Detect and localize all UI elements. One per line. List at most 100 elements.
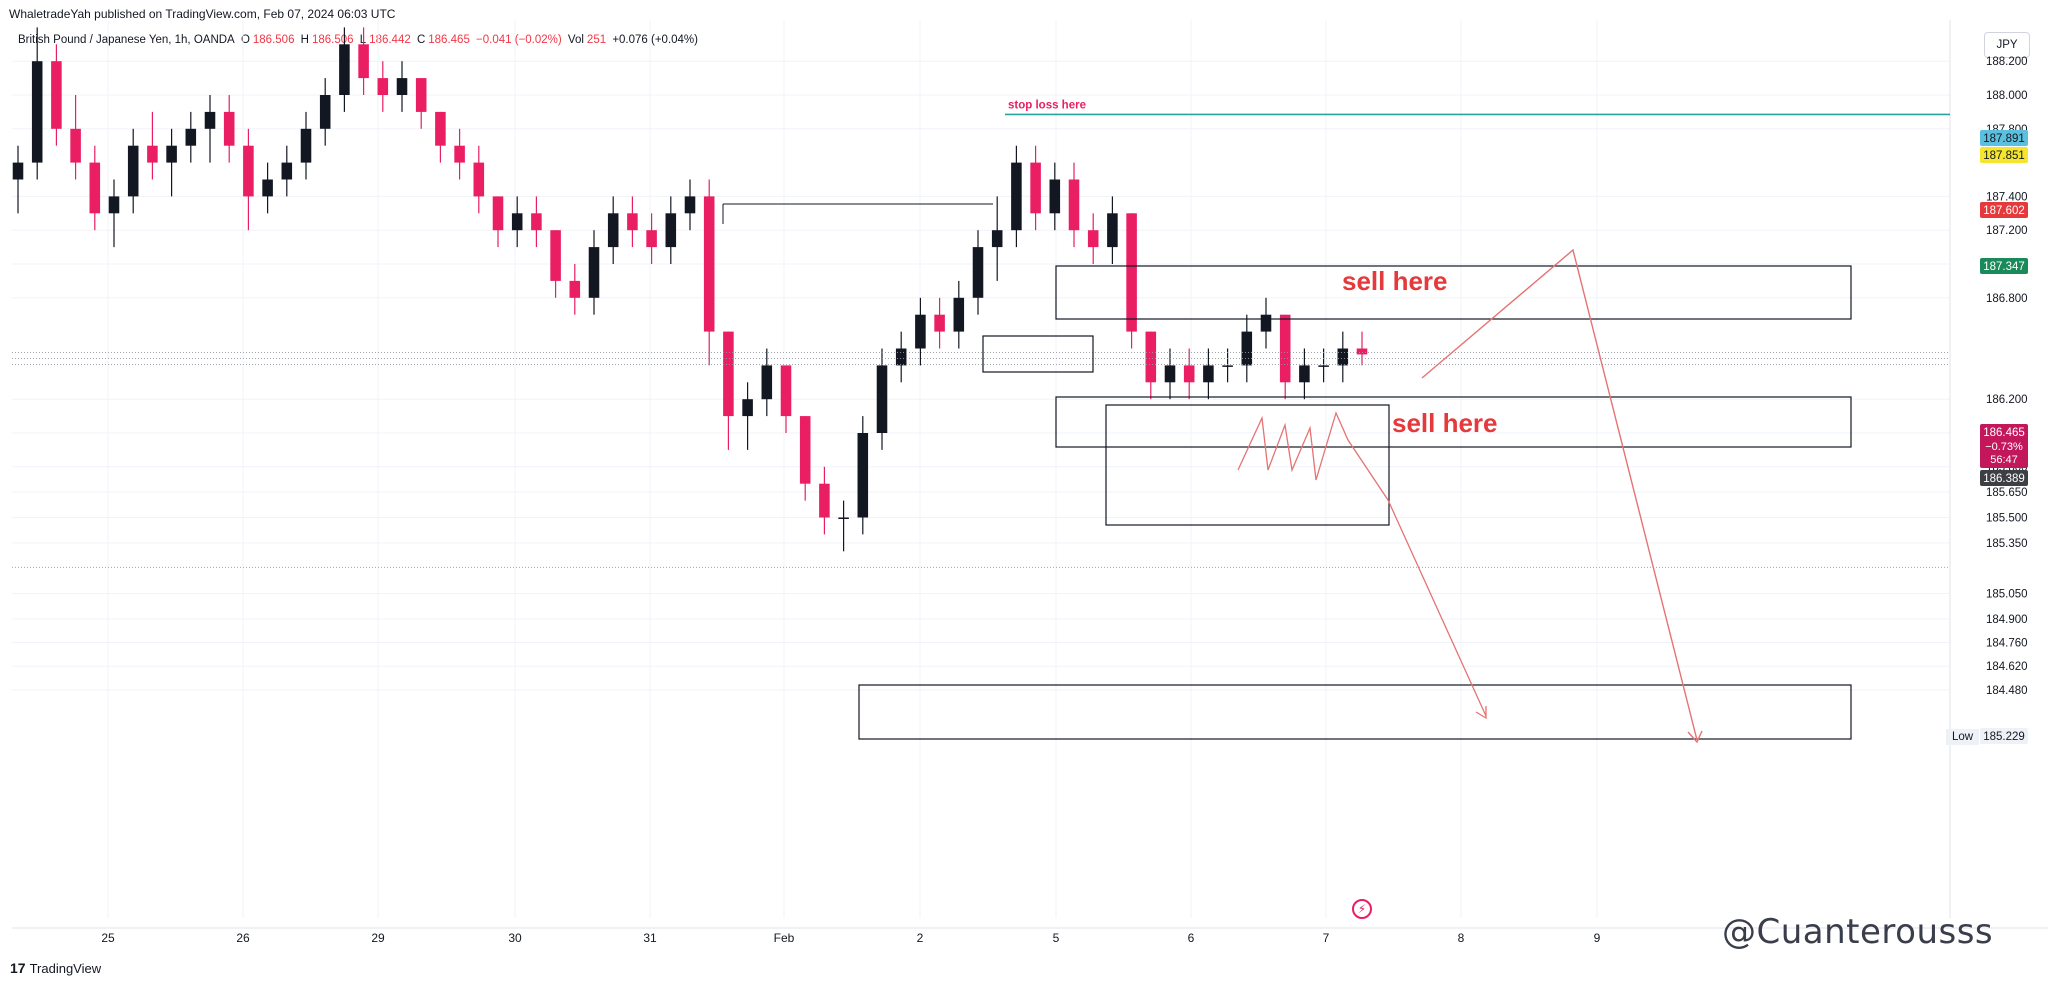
candle-body (684, 196, 696, 214)
price-tick-label: 184.760 (1986, 638, 2028, 650)
volume-value: 251 (586, 34, 607, 46)
watermark: @Cuanterousss (1722, 912, 1993, 952)
candle-body (1126, 213, 1137, 332)
price-tag (1980, 424, 2028, 468)
candle-body (1030, 162, 1041, 214)
volume-label: Vol (567, 34, 584, 46)
candle-body (319, 95, 331, 129)
candle-body (1260, 314, 1272, 332)
low-value: 186.442 (369, 34, 411, 46)
publisher-line: WhaletradeYah published on TradingView.c… (9, 7, 396, 21)
date-tick-label: 7 (1323, 931, 1330, 945)
candle-body (1299, 365, 1310, 383)
candle-body (607, 213, 619, 248)
currency-selector[interactable]: JPY (1984, 32, 2030, 58)
candle-body (1222, 365, 1233, 367)
candle-body (454, 145, 465, 163)
price-tick-label: 185.650 (1986, 487, 2028, 499)
candle-body (12, 162, 24, 180)
candle-body (972, 247, 984, 298)
candle-body (991, 230, 1003, 248)
candle-body (569, 280, 581, 298)
low-tag: Low (1946, 729, 1980, 745)
projection-path-long (1421, 248, 1698, 741)
tradingview-icon: 17 (10, 960, 26, 976)
price-tick-label: 187.200 (1986, 225, 2028, 237)
symbol-name[interactable]: British Pound / Japanese Yen, 1h, OANDA (18, 34, 235, 46)
price-tick-label: 185.050 (1986, 589, 2028, 601)
close-value: 186.465 (428, 34, 470, 46)
date-tick-label: 25 (101, 931, 115, 945)
candle-body (646, 230, 657, 248)
candle-body (799, 416, 811, 484)
candle-body (934, 314, 945, 332)
price-tick-label: 188.000 (1986, 90, 2028, 102)
candle-body (1145, 331, 1157, 383)
extra-change-value: +0.076 (+0.04%) (612, 34, 698, 46)
candle-body (1241, 331, 1253, 366)
candle-body (435, 111, 446, 146)
lightning-icon[interactable]: ⚡ (1352, 899, 1372, 919)
candle-body (1318, 365, 1329, 367)
candle-body (223, 111, 235, 146)
candle-body (1337, 348, 1349, 366)
close-label: C (416, 34, 426, 46)
candle-body (377, 78, 389, 95)
candle-body (703, 196, 715, 332)
candle-body (1011, 162, 1022, 231)
candle-body (761, 365, 773, 400)
low-label: L (359, 34, 367, 46)
price-tick-label: 185.350 (1986, 538, 2028, 550)
candle-body (531, 213, 542, 231)
retest-box (982, 335, 1094, 373)
candle-body (742, 399, 753, 417)
candle-body (204, 111, 216, 129)
consolidation-box (1105, 404, 1390, 526)
target-zone (858, 684, 1852, 740)
price-tick-label: 184.620 (1986, 661, 2028, 673)
price-tag-value: 187.602 (1983, 205, 2025, 217)
candle-body (339, 44, 350, 95)
candle-body (550, 230, 561, 281)
candle-body (1087, 230, 1099, 248)
candle-body (588, 247, 600, 298)
price-tick-label: 184.900 (1986, 614, 2028, 626)
candle-body (300, 128, 312, 163)
candle-body (1049, 179, 1061, 214)
candle-body (665, 213, 677, 248)
sell-zone-upper (1055, 265, 1852, 320)
candle-body (147, 145, 158, 163)
candle-body (185, 128, 197, 146)
date-tick-label: 8 (1458, 931, 1465, 945)
price-tick-label: 184.480 (1986, 685, 2028, 697)
candle-body (415, 78, 427, 112)
price-tick-label: 186.200 (1986, 394, 2028, 406)
candle-body (492, 196, 504, 231)
price-tag-countdown: 56:47 (1990, 454, 2018, 466)
candle-body (358, 44, 369, 79)
price-tag (1980, 202, 2028, 218)
candle-body (281, 162, 293, 180)
sell-here-label-2: sell here (1392, 408, 1498, 438)
candle-body (819, 483, 830, 518)
watermark-text: @Cuanterousss (1722, 912, 1994, 952)
high-label: H (300, 34, 309, 46)
date-tick-label: 30 (508, 931, 522, 945)
date-tick-label: 31 (643, 931, 657, 945)
price-tag (1980, 258, 2028, 274)
price-tag-value: 187.851 (1983, 150, 2025, 162)
candle-body (1279, 314, 1291, 383)
candle-body (857, 433, 869, 518)
candle-body (915, 314, 926, 349)
candle-body (780, 365, 792, 417)
candle-body (1107, 213, 1118, 248)
date-tick-label: 29 (371, 931, 385, 945)
price-tick-label: 187.400 (1986, 191, 2028, 203)
candle-body (127, 145, 139, 197)
open-label: O (240, 34, 250, 46)
candle-body (70, 128, 81, 163)
candle-body (838, 517, 849, 519)
price-tag (1980, 147, 2028, 163)
tradingview-logo[interactable]: 17 TradingView (10, 960, 101, 976)
